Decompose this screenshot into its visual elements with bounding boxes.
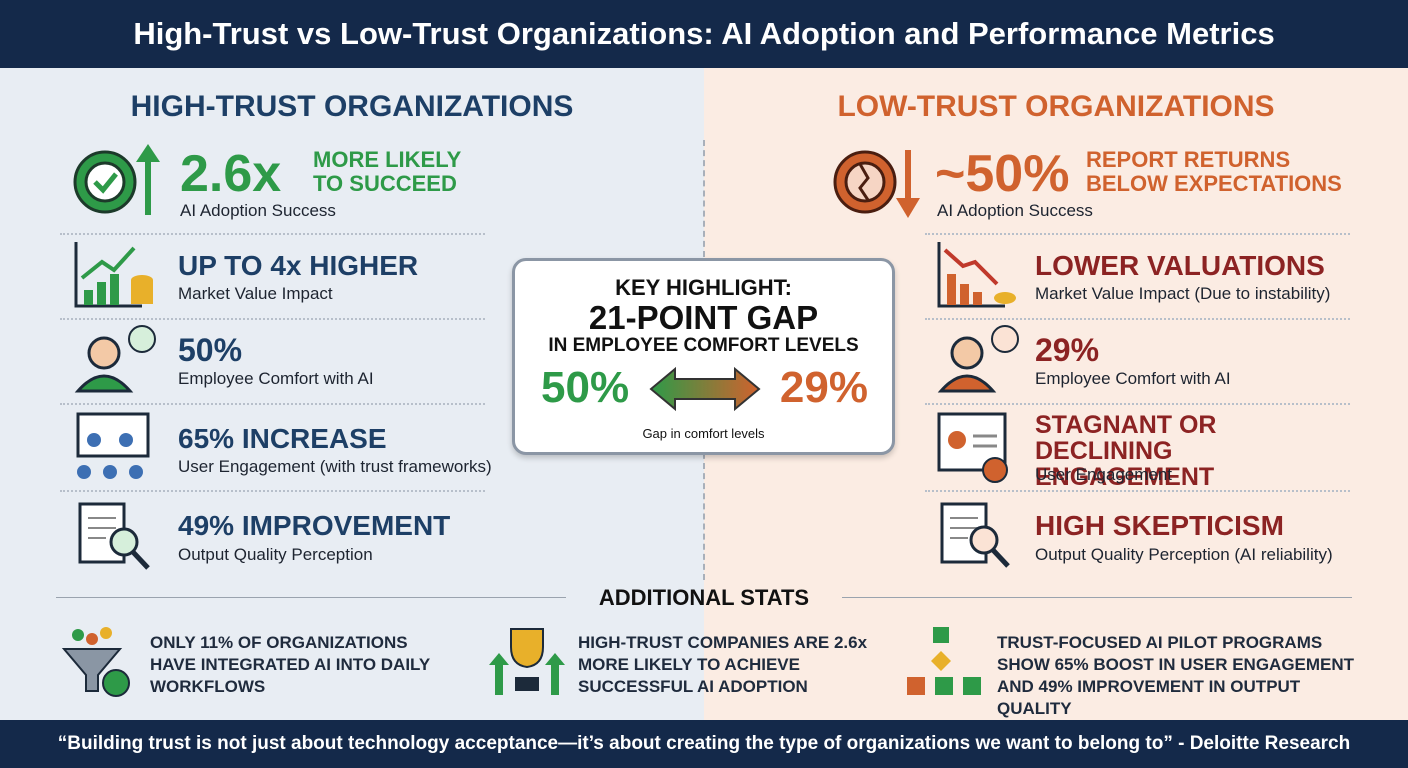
stat-text: ONLY 11% OF ORGANIZATIONS HAVE INTEGRATE…	[150, 633, 430, 696]
rule	[842, 597, 1352, 598]
headline: 29%	[1035, 332, 1100, 368]
divider	[925, 318, 1350, 320]
section-heading: LOW-TRUST ORGANIZATIONS	[837, 90, 1275, 123]
divider	[60, 490, 485, 492]
icon-doc-x	[940, 502, 1010, 568]
label: Employee Comfort with AI	[178, 369, 374, 388]
header: High-Trust vs Low-Trust Organizations: A…	[0, 0, 1408, 68]
headline: 50%	[178, 332, 243, 368]
footer: “Building trust is not just about techno…	[0, 720, 1408, 768]
label: User Engagement (with trust frameworks)	[178, 457, 492, 476]
headline: 49% IMPROVEMENT	[178, 510, 451, 541]
label: Output Quality Perception	[178, 545, 373, 564]
divider	[925, 403, 1350, 405]
label: AI Adoption Success	[180, 201, 336, 220]
divider	[60, 318, 485, 320]
headline: 65% INCREASE	[178, 423, 387, 454]
label: Market Value Impact	[178, 284, 333, 303]
icon-person-happy	[74, 325, 156, 393]
double-arrow	[649, 366, 761, 412]
highlight-box: KEY HIGHLIGHT: 21-POINT GAP IN EMPLOYEE …	[512, 258, 895, 455]
highlight-subtitle: IN EMPLOYEE COMFORT LEVELS	[548, 335, 859, 356]
icon-profile-x	[937, 412, 1008, 483]
label: Output Quality Perception (AI reliabilit…	[1035, 545, 1333, 564]
stat-text: HIGH-TRUST COMPANIES ARE 2.6x MORE LIKEL…	[578, 633, 868, 696]
highlight-gap: 21-POINT GAP	[588, 299, 819, 336]
quote: “Building trust is not just about techno…	[57, 733, 1351, 754]
headline: MORE LIKELY TO SUCCEED	[313, 147, 461, 196]
label: User Engagement	[1035, 465, 1173, 484]
headline: UP TO 4x HIGHER	[178, 250, 419, 281]
icon-growth	[74, 242, 153, 308]
icon-network	[76, 412, 150, 479]
icon-trophy	[489, 628, 565, 695]
stat: ~50%	[935, 145, 1070, 203]
headline: REPORT RETURNS BELOW EXPECTATIONS	[1086, 147, 1342, 196]
stat: 2.6x	[180, 145, 282, 203]
divider	[60, 403, 485, 405]
icon-gear-up	[73, 144, 160, 215]
icon-funnel	[61, 627, 130, 697]
highlight-right: 29%	[779, 363, 868, 412]
icon-flowchart	[907, 627, 981, 695]
stat-text: TRUST-FOCUSED AI PILOT PROGRAMS SHOW 65%…	[997, 633, 1355, 718]
highlight-caption: Gap in comfort levels	[642, 426, 765, 441]
icon-gear-down	[833, 150, 920, 218]
icon-decline	[937, 242, 1016, 308]
title: High-Trust vs Low-Trust Organizations: A…	[133, 16, 1275, 51]
divider	[925, 490, 1350, 492]
headline: LOWER VALUATIONS	[1035, 250, 1325, 281]
section-heading: HIGH-TRUST ORGANIZATIONS	[130, 90, 574, 123]
section-heading: ADDITIONAL STATS	[598, 585, 810, 610]
label: Market Value Impact (Due to instability)	[1035, 284, 1331, 303]
divider	[60, 233, 485, 235]
headline: HIGH SKEPTICISM	[1035, 510, 1284, 541]
highlight-title: KEY HIGHLIGHT:	[615, 275, 792, 300]
label: AI Adoption Success	[937, 201, 1093, 220]
icon-person-question	[937, 325, 1019, 393]
icon-doc-check	[78, 502, 150, 570]
highlight-left: 50%	[541, 363, 630, 412]
rule	[56, 597, 566, 598]
divider	[925, 233, 1350, 235]
label: Employee Comfort with AI	[1035, 369, 1231, 388]
headline: STAGNANT OR DECLINING ENGAGEMENT	[1035, 411, 1217, 491]
